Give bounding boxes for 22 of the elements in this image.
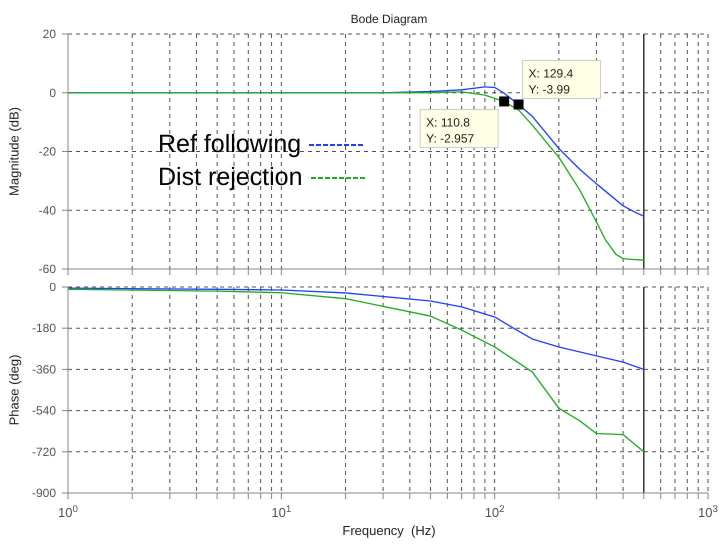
y-tick-label: 20: [42, 27, 56, 41]
x-axis-title: Frequency (Hz): [341, 523, 437, 538]
x-tick-label: 10$^{2}$: [484, 504, 505, 520]
x-tick-label: 10$^{0}$: [58, 504, 79, 520]
y-tick-label: -900: [32, 486, 56, 500]
y-tick-label: -360: [32, 362, 56, 376]
x-tick-label: 10$^{3}$: [698, 504, 718, 520]
y-axis-title: Magnitude (dB): [6, 107, 22, 196]
y-tick-label: -180: [32, 321, 56, 336]
legend-label: Dist rejection: [158, 162, 302, 193]
y-tick-label: 0: [49, 86, 56, 100]
y-tick-label: -60: [38, 262, 56, 276]
y-tick-label: -720: [32, 444, 56, 459]
annotation: X: 110.8 Y: -2.957: [426, 115, 475, 146]
y-tick-label: -540: [32, 404, 56, 418]
legend-label: Ref following: [158, 129, 302, 160]
x-tick-label: 10$^{1}$: [271, 504, 292, 520]
y-tick-label: -40: [38, 203, 56, 218]
annotation: X: 129.4 Y: -3.99: [528, 66, 574, 96]
chart-title: Bode Diagram: [350, 12, 428, 26]
y-axis-title: Phase (deg): [6, 354, 22, 426]
y-tick-label: -20: [38, 144, 56, 158]
